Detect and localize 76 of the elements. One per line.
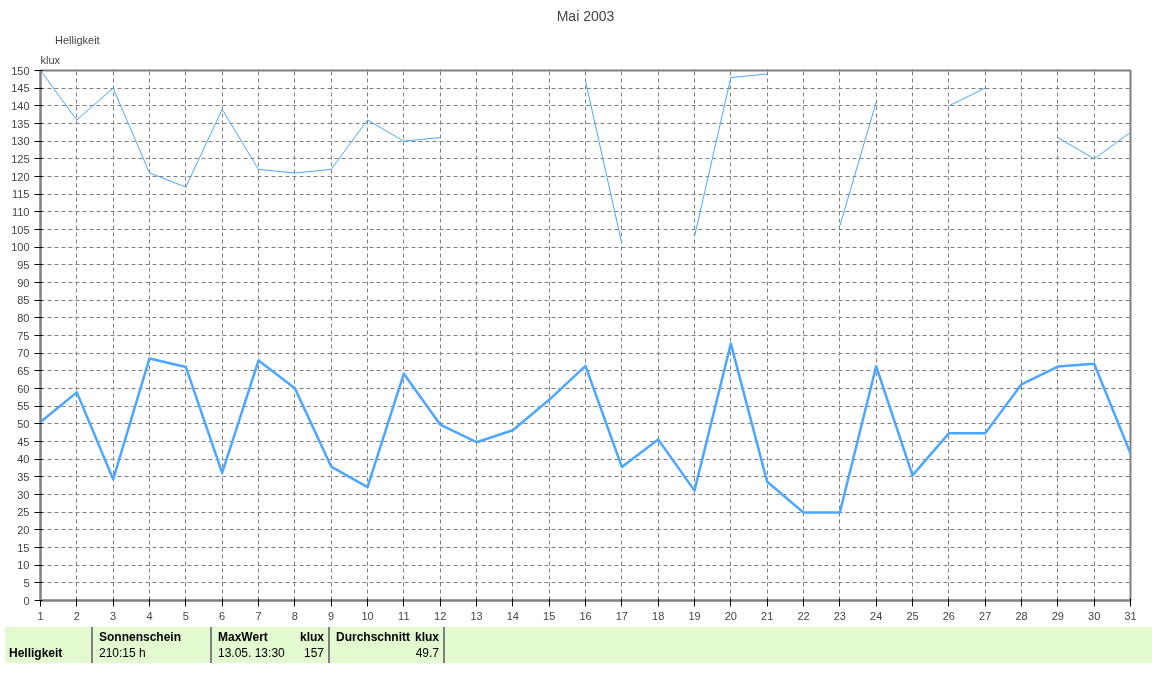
- y-tick-label: 35: [17, 470, 30, 483]
- x-tick-label: 30: [1088, 609, 1101, 622]
- x-tick-label: 8: [291, 609, 298, 622]
- text: Helligkeit: [9, 645, 63, 662]
- x-tick-label: 2: [73, 609, 80, 622]
- y-tick-label: 130: [11, 135, 30, 148]
- y-tick-label: 100: [11, 241, 30, 254]
- y-tick-label: 10: [17, 559, 30, 572]
- text: Durchschnitt: [336, 629, 411, 646]
- y-tick-label: 150: [11, 64, 30, 77]
- line-series: [40, 342, 1131, 514]
- y-tick-label: 30: [17, 488, 30, 501]
- x-tick-label: 10: [361, 609, 374, 622]
- x-tick-label: 5: [182, 609, 189, 622]
- y-tick-label: 45: [17, 435, 30, 448]
- x-tick-label: 26: [942, 609, 955, 622]
- y-tick-label: 110: [11, 205, 30, 218]
- x-tick-label: 28: [1015, 609, 1028, 622]
- y-tick-label: 90: [17, 276, 30, 289]
- x-tick-label: 7: [255, 609, 262, 622]
- x-tick-label: 23: [833, 609, 846, 622]
- x-tick-label: 1: [37, 609, 44, 622]
- x-tick-label: 13: [470, 609, 483, 622]
- y-tick-label: 70: [17, 347, 30, 360]
- x-tick-label: 17: [615, 609, 628, 622]
- y-tick-label: 55: [17, 400, 30, 413]
- text: 157: [303, 645, 324, 662]
- x-tick-label: 22: [797, 609, 810, 622]
- text: 49.7: [415, 645, 439, 662]
- text: Sonnenschein: [99, 629, 182, 646]
- text: MaxWert: [218, 629, 268, 646]
- x-tick-label: 27: [979, 609, 992, 622]
- x-tick-label: 14: [506, 609, 519, 622]
- x-tick-label: 16: [579, 609, 592, 622]
- x-tick-label: 6: [219, 609, 226, 622]
- y-tick-label: 145: [11, 82, 30, 95]
- x-tick-label: 15: [543, 609, 556, 622]
- y-tick-label: 105: [11, 223, 30, 236]
- y-tick-label: 60: [17, 382, 30, 395]
- y-tick-label: 115: [11, 188, 30, 201]
- y-tick-label: 140: [11, 99, 30, 112]
- x-tick-label: 29: [1051, 609, 1064, 622]
- y-tick-label: 25: [17, 506, 30, 519]
- text: klux: [299, 629, 324, 646]
- x-tick-label: 11: [398, 609, 410, 622]
- y-tick-label: 80: [17, 311, 30, 324]
- y-axis-title: klux: [40, 53, 61, 66]
- x-tick-label: 31: [1124, 609, 1137, 622]
- x-tick-label: 18: [652, 609, 665, 622]
- y-tick-label: 65: [17, 364, 30, 377]
- x-tick-label: 20: [724, 609, 737, 622]
- x-tick-label: 3: [110, 609, 117, 622]
- x-tick-label: 24: [870, 609, 883, 622]
- y-tick-label: 50: [17, 417, 30, 430]
- text: klux: [414, 629, 439, 646]
- y-tick-label: 15: [17, 541, 30, 554]
- x-tick-label: 12: [434, 609, 447, 622]
- y-tick-label: 95: [17, 258, 30, 271]
- text: 210:15 h: [99, 645, 146, 662]
- x-tick-label: 9: [328, 609, 335, 622]
- y-tick-label: 0: [23, 594, 30, 607]
- y-tick-label: 85: [17, 294, 30, 307]
- y-tick-label: 40: [17, 453, 30, 466]
- y-tick-label: 75: [17, 329, 30, 342]
- x-tick-label: 19: [688, 609, 701, 622]
- x-tick-label: 4: [146, 609, 153, 622]
- text: 13.05. 13:30: [218, 645, 285, 662]
- y-tick-label: 120: [11, 170, 30, 183]
- y-tick-label: 125: [11, 152, 30, 165]
- y-tick-label: 20: [17, 523, 30, 536]
- x-tick-label: 21: [761, 609, 774, 622]
- y-tick-label: 5: [23, 576, 30, 589]
- y-tick-label: 135: [11, 117, 30, 130]
- chart-title: Mai 2003: [556, 7, 615, 24]
- x-tick-label: 25: [906, 609, 919, 622]
- text: Helligkeit: [55, 34, 100, 46]
